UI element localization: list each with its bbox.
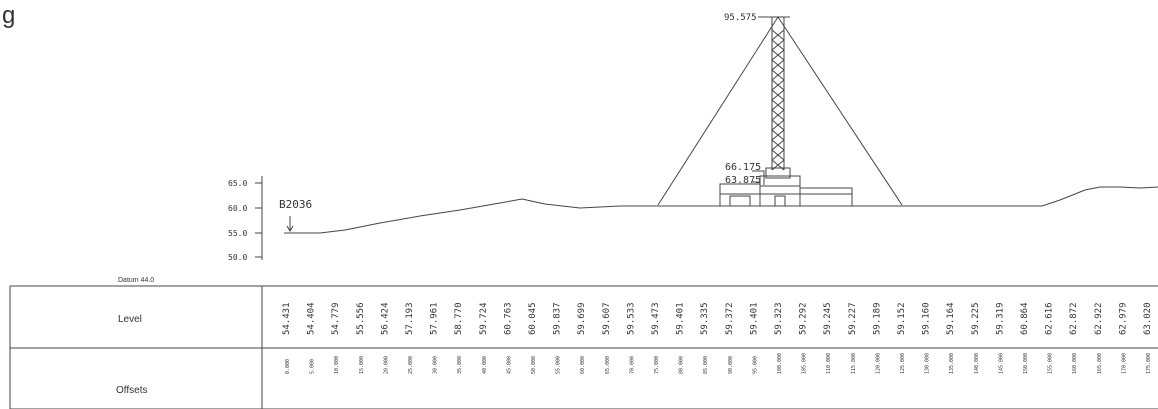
level-value: 56.424 xyxy=(380,302,390,335)
level-value: 60.763 xyxy=(503,302,513,335)
level-value: 59.372 xyxy=(725,302,735,335)
level-value: 58.770 xyxy=(454,302,464,335)
level-leader xyxy=(752,170,765,185)
offset-value: 135.000 xyxy=(949,353,955,374)
offset-value: 90.000 xyxy=(728,356,734,374)
offset-value: 80.000 xyxy=(679,356,685,374)
offset-value: 155.000 xyxy=(1048,353,1054,374)
offset-value: 20.000 xyxy=(383,356,389,374)
corner-letter: g xyxy=(2,2,16,29)
offset-value: 145.000 xyxy=(998,353,1004,374)
level-value: 59.160 xyxy=(922,302,932,335)
offset-value: 105.000 xyxy=(802,353,808,374)
offset-value: 55.000 xyxy=(556,356,562,374)
level-value: 59.164 xyxy=(946,302,956,335)
level-value: 62.922 xyxy=(1094,302,1104,335)
level-value: 57.193 xyxy=(405,302,415,335)
level-value: 54.404 xyxy=(307,302,317,335)
level-label-2: 63.875 xyxy=(725,175,761,186)
offset-value: 5.000 xyxy=(310,359,316,374)
offset-value: 165.000 xyxy=(1097,353,1103,374)
offset-value: 15.000 xyxy=(359,356,365,374)
offset-value: 150.000 xyxy=(1023,353,1029,374)
level-label-1: 66.175 xyxy=(725,162,761,173)
borehole-arrow-icon xyxy=(286,225,294,232)
offset-value: 10.000 xyxy=(334,356,340,374)
level-value: 59.724 xyxy=(479,302,489,335)
level-leader xyxy=(752,181,761,192)
level-value: 62.979 xyxy=(1118,302,1128,335)
level-value: 60.045 xyxy=(528,302,538,335)
offset-value: 25.000 xyxy=(408,356,414,374)
level-value: 59.225 xyxy=(971,302,981,335)
offset-value: 130.000 xyxy=(925,353,931,374)
level-value: 59.401 xyxy=(676,302,686,335)
offset-value: 85.000 xyxy=(703,356,709,374)
offset-value: 40.000 xyxy=(482,356,488,374)
level-value: 59.245 xyxy=(823,302,833,335)
offset-value: 95.000 xyxy=(752,356,758,374)
y-tick-label: 50.0 xyxy=(228,253,247,262)
offset-value: 50.000 xyxy=(531,356,537,374)
offset-value: 115.000 xyxy=(851,353,857,374)
offset-value: 120.000 xyxy=(875,353,881,374)
datum-label: Datum 44.0 xyxy=(118,277,154,284)
level-value: 62.872 xyxy=(1069,302,1079,335)
section-table xyxy=(9,285,1158,409)
y-tick-label: 65.0 xyxy=(228,179,247,188)
level-value: 59.473 xyxy=(651,302,661,335)
level-value: 59.319 xyxy=(995,302,1005,335)
offset-value: 60.000 xyxy=(580,356,586,374)
level-value: 55.556 xyxy=(356,302,366,335)
offset-value: 65.000 xyxy=(605,356,611,374)
level-value: 59.335 xyxy=(700,302,710,335)
ground-profile-line xyxy=(284,186,1158,234)
level-value: 59.227 xyxy=(848,302,858,335)
level-value: 59.152 xyxy=(897,302,907,335)
top-level-label: 95.575 xyxy=(724,13,757,23)
level-value: 57.961 xyxy=(430,302,440,335)
offset-value: 70.000 xyxy=(629,356,635,374)
offset-value: 30.000 xyxy=(433,356,439,374)
level-value: 59.607 xyxy=(602,302,612,335)
offset-value: 125.000 xyxy=(900,353,906,374)
rig-base xyxy=(719,167,853,207)
level-value: 59.533 xyxy=(626,302,636,335)
level-value: 54.779 xyxy=(331,302,341,335)
offset-value: 0.000 xyxy=(285,359,291,374)
offset-value: 110.000 xyxy=(826,353,832,374)
level-value: 59.837 xyxy=(553,302,563,335)
level-value: 59.401 xyxy=(749,302,759,335)
offset-value: 170.000 xyxy=(1121,353,1127,374)
offset-value: 35.000 xyxy=(457,356,463,374)
offset-value: 75.000 xyxy=(654,356,660,374)
guy-lines xyxy=(657,16,903,206)
offset-value: 140.000 xyxy=(974,353,980,374)
level-value: 59.699 xyxy=(577,302,587,335)
rig-mast xyxy=(766,16,790,171)
level-value: 54.431 xyxy=(282,302,292,335)
offset-value: 160.000 xyxy=(1072,353,1078,374)
level-value: 59.189 xyxy=(872,302,882,335)
offset-value: 100.000 xyxy=(777,353,783,374)
level-value: 60.864 xyxy=(1020,302,1030,335)
y-tick-label: 60.0 xyxy=(228,204,247,213)
level-value: 62.616 xyxy=(1045,302,1055,335)
borehole-label: B2036 xyxy=(279,198,312,211)
y-tick-label: 55.0 xyxy=(228,229,247,238)
offset-value: 175.000 xyxy=(1146,353,1152,374)
level-row-label: Level xyxy=(118,314,142,325)
level-value: 59.292 xyxy=(799,302,809,335)
offsets-row-label: Offsets xyxy=(116,385,148,396)
level-value: 63.020 xyxy=(1143,302,1153,335)
level-value: 59.323 xyxy=(774,302,784,335)
offset-value: 45.000 xyxy=(506,356,512,374)
